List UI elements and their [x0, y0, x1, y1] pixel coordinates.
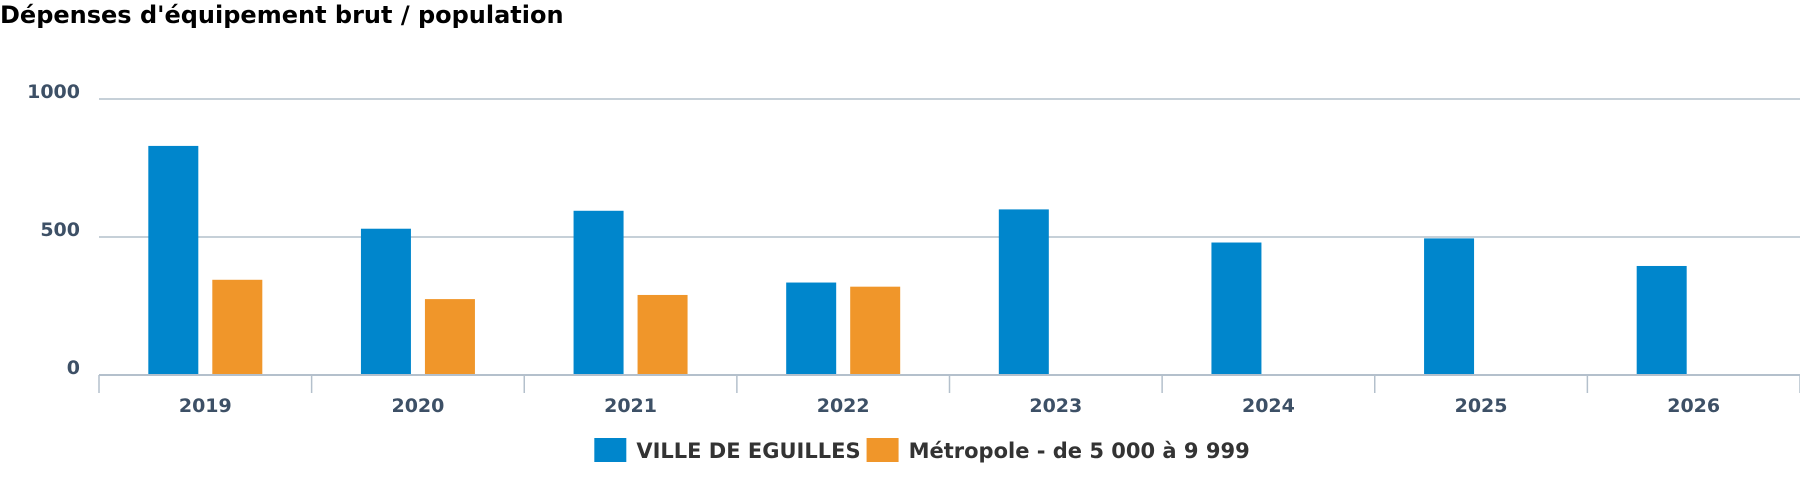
x-tick-label: 2021 — [604, 395, 657, 417]
bar-metropole-2021[interactable] — [637, 294, 688, 375]
legend-swatch-0[interactable] — [594, 438, 627, 462]
bars — [148, 145, 1687, 375]
bar-metropole-2019[interactable] — [212, 279, 263, 375]
y-axis-ticks: 0 500 1000 — [27, 81, 80, 379]
x-tick-label: 2024 — [1242, 395, 1295, 417]
legend[interactable]: VILLE DE EGUILLES Métropole - de 5 000 à … — [594, 438, 1250, 463]
bar-ville-2020[interactable] — [360, 228, 411, 375]
bar-ville-2025[interactable] — [1424, 238, 1475, 375]
bar-ville-2024[interactable] — [1211, 242, 1262, 375]
bar-metropole-2022[interactable] — [850, 286, 901, 375]
x-tick-label: 2020 — [391, 395, 444, 417]
x-tick-label: 2023 — [1029, 395, 1082, 417]
grid-lines — [99, 98, 1800, 238]
x-tick-label: 2025 — [1455, 395, 1508, 417]
x-tick-label: 2026 — [1667, 395, 1720, 417]
bar-metropole-2020[interactable] — [424, 299, 475, 375]
legend-label-1: Métropole - de 5 000 à 9 999 — [909, 439, 1250, 463]
legend-swatch-1[interactable] — [866, 438, 899, 462]
chart-title: Dépenses d'équipement brut / population — [0, 1, 564, 29]
bar-ville-2019[interactable] — [148, 145, 199, 375]
bar-ville-2026[interactable] — [1636, 265, 1687, 375]
bar-ville-2022[interactable] — [786, 282, 837, 375]
y-tick-label: 1000 — [27, 81, 80, 103]
x-axis: 2019 2020 2021 2022 2023 2024 2025 2026 — [98, 374, 1800, 417]
bar-ville-2023[interactable] — [998, 209, 1049, 375]
x-tick-label: 2022 — [817, 395, 870, 417]
bar-ville-2021[interactable] — [573, 210, 624, 375]
y-tick-label: 500 — [40, 219, 80, 241]
x-tick-label: 2019 — [179, 395, 232, 417]
legend-label-0: VILLE DE EGUILLES — [636, 439, 860, 463]
y-tick-label: 0 — [67, 357, 80, 379]
